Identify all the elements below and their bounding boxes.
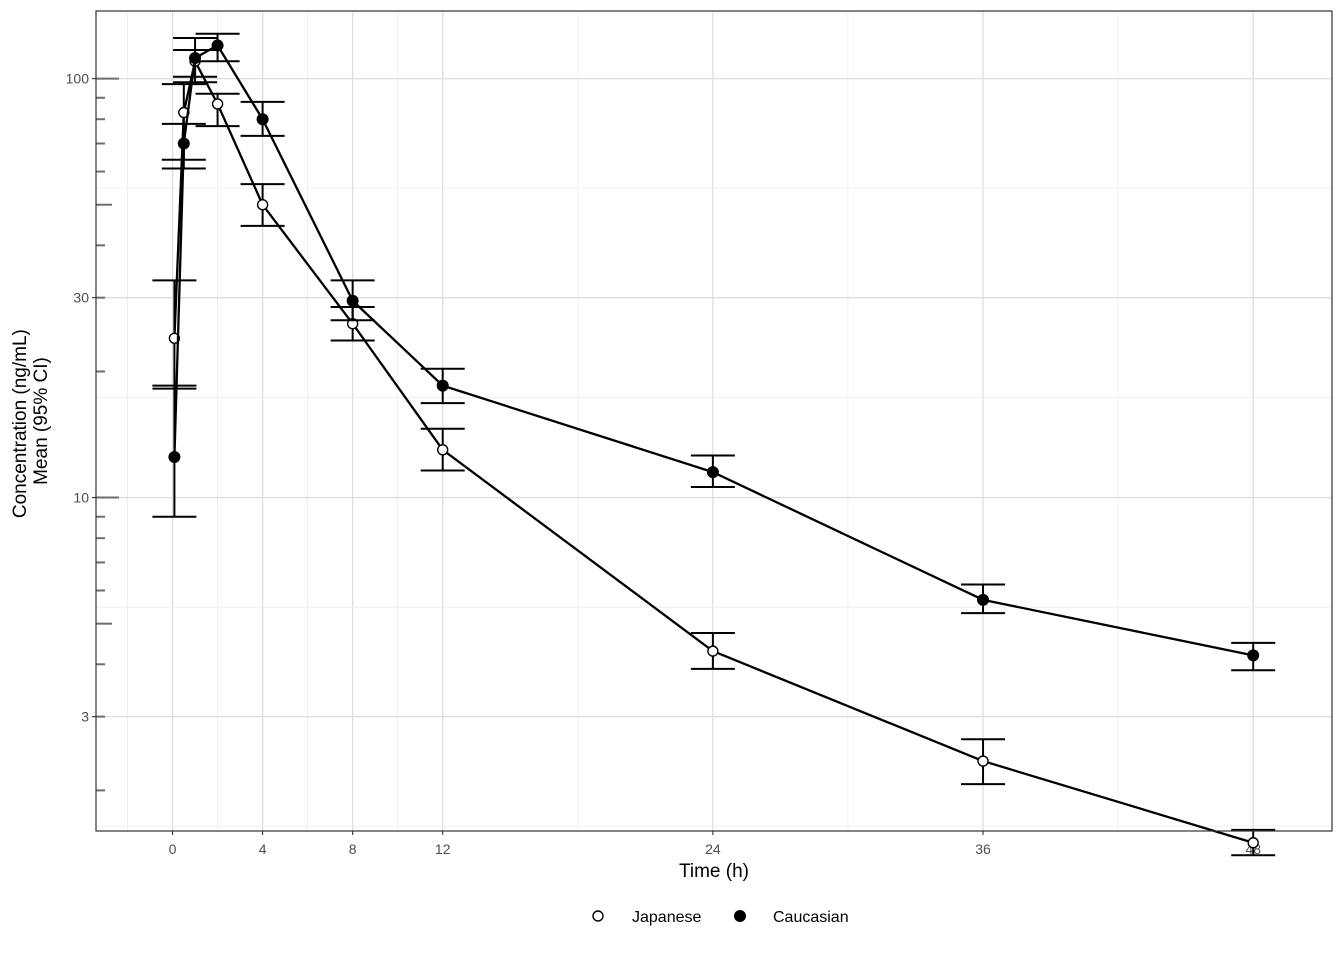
data-point <box>707 645 719 657</box>
data-point <box>1247 837 1259 849</box>
data-point <box>436 379 449 392</box>
data-point <box>189 51 202 64</box>
legend-key-japanese <box>592 910 604 922</box>
data-point <box>1247 649 1260 662</box>
grid-layer <box>96 11 1332 831</box>
y-axis-title-line-2: Mean (95% CI) <box>31 357 52 485</box>
data-point <box>211 39 224 52</box>
y-axis: 3 10 30 100 <box>66 71 119 792</box>
y-tick-label: 10 <box>73 490 89 506</box>
data-point <box>706 466 719 479</box>
y-tick-label: 30 <box>73 290 89 306</box>
data-point <box>177 137 190 150</box>
x-axis-title: Time (h) <box>679 861 749 882</box>
series-layer <box>152 32 1276 857</box>
y-tick-label: 100 <box>66 71 90 87</box>
x-tick-label: 12 <box>435 841 451 857</box>
legend-key-caucasian <box>734 910 746 922</box>
series-caucasian <box>152 32 1276 672</box>
y-axis-title: Concentration (ng/mL) Mean (95% CI) <box>10 324 52 518</box>
series-line <box>173 44 1254 657</box>
x-tick-label: 0 <box>169 841 177 857</box>
x-tick-label: 4 <box>259 841 267 857</box>
y-tick-label: 3 <box>81 709 89 725</box>
x-tick-label: 36 <box>975 841 991 857</box>
data-point <box>346 294 359 307</box>
panel-border <box>95 10 1333 832</box>
data-point <box>168 450 181 463</box>
x-tick-label: 24 <box>705 841 721 857</box>
legend-label-japanese: Japanese <box>632 909 701 926</box>
data-point <box>256 199 269 211</box>
legend-label-caucasian: Caucasian <box>773 909 849 926</box>
y-axis-title-line-1: Concentration (ng/mL) <box>10 329 31 518</box>
legend: Japanese Caucasian <box>592 909 849 926</box>
x-tick-label: 8 <box>349 841 357 857</box>
data-point <box>256 113 269 126</box>
data-point <box>977 755 989 767</box>
data-point <box>211 98 224 110</box>
series-line <box>173 60 1254 844</box>
data-point <box>977 593 990 606</box>
data-point <box>437 444 449 456</box>
